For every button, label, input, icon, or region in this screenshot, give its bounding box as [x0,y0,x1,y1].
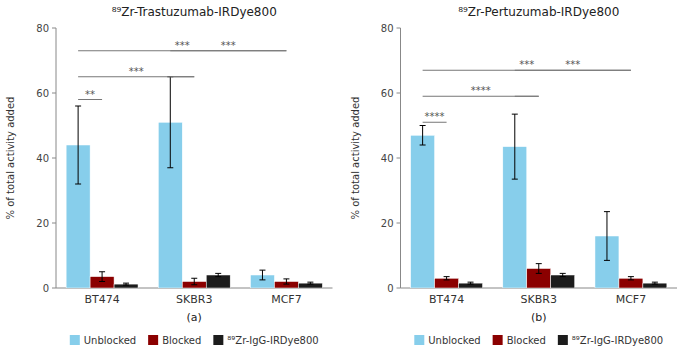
y-tick-label: 60 [381,88,394,99]
x-label: (b) [531,311,547,324]
bar [411,135,435,288]
error-bar [191,278,197,285]
legend-swatch [148,335,158,345]
title: ⁸⁹Zr-Pertuzumab-IRDye800 [458,5,619,19]
y-tick [397,158,401,159]
error-bar [420,126,426,146]
error-bar [99,272,105,282]
x-tick-label: BT474 [84,293,119,306]
y-label: % of total activity added [350,97,361,220]
y-tick [52,288,56,289]
error-bar [652,282,658,284]
y-tick [397,288,401,289]
error-bar [215,273,221,276]
bar [643,283,667,288]
legend-swatch [414,335,424,345]
y-tick-label: 20 [381,218,394,229]
error-bar [512,114,518,179]
y-label: % of total activity added [5,97,16,220]
y-tick [52,93,56,94]
panel: ⁸⁹Zr-Pertuzumab-IRDye800 % of total activ… [350,5,678,346]
error-bar [75,106,81,184]
legend-label: Unblocked [84,335,136,346]
sig-label: ** [85,89,95,100]
y-tick-label: 20 [36,218,49,229]
y-axis [56,28,57,288]
sig-label: *** [565,59,580,70]
legend: Unblocked Blocked ⁸⁹Zr-IgG-IRDye800 [70,335,319,346]
error-bar [468,282,474,284]
y-tick [52,223,56,224]
y-tick-label: 40 [381,153,394,164]
title: ⁸⁹Zr-Trastuzumab-IRDye800 [112,5,277,19]
sig-label: **** [471,85,491,96]
legend: Unblocked Blocked ⁸⁹Zr-IgG-IRDye800 [414,335,663,346]
y-tick [397,28,401,29]
x-tick-label: SKBR3 [176,293,212,306]
legend-swatch [213,335,223,345]
y-tick [397,223,401,224]
figure: ⁸⁹Zr-Trastuzumab-IRDye800 % of total acti… [0,0,689,362]
error-bar [536,264,542,274]
legend-label: Blocked [507,335,546,346]
y-tick-label: 0 [387,283,393,294]
error-bar [167,77,173,168]
sig-label: *** [175,40,190,51]
error-bar [307,282,313,284]
error-bar [628,277,634,280]
sig-line [170,76,194,77]
error-bar [604,212,610,261]
legend-swatch [558,335,568,345]
x-label: (a) [187,311,202,324]
legend-label: ⁸⁹Zr-IgG-IRDye800 [227,335,318,346]
y-tick-label: 0 [43,283,49,294]
plot-area [66,51,322,288]
x-tick-label: MCF7 [271,293,302,306]
y-tick [397,93,401,94]
error-bar [560,273,566,276]
sig-label: *** [129,66,144,77]
legend-swatch [493,335,503,345]
legend-label: Unblocked [428,335,480,346]
sig-label: *** [221,40,236,51]
sig-line [515,96,539,97]
plot-area [411,70,667,288]
x-tick-label: BT474 [429,293,464,306]
y-tick-label: 80 [36,23,49,34]
bar [298,283,322,288]
x-tick-label: MCF7 [616,293,647,306]
y-tick-label: 80 [381,23,394,34]
error-bar [259,270,265,280]
error-bar [444,277,450,280]
y-tick [52,28,56,29]
legend-swatch [70,335,80,345]
x-tick-label: SKBR3 [521,293,557,306]
y-axis [400,28,401,288]
error-bar [283,279,289,284]
legend-label: Blocked [162,335,201,346]
bar [459,283,483,288]
sig-label: *** [519,59,534,70]
y-tick-label: 60 [36,88,49,99]
bar [114,284,138,288]
y-tick [52,158,56,159]
panel: ⁸⁹Zr-Trastuzumab-IRDye800 % of total acti… [5,5,333,346]
error-bar [123,283,129,285]
y-tick-label: 40 [36,153,49,164]
legend-label: ⁸⁹Zr-IgG-IRDye800 [572,335,663,346]
sig-label: **** [425,111,445,122]
